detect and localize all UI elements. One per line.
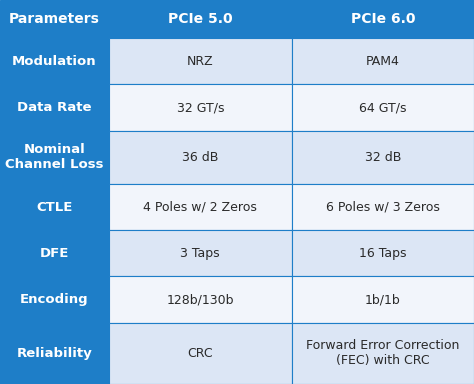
Bar: [109, 323, 292, 384]
Text: 4 Poles w/ 2 Zeros: 4 Poles w/ 2 Zeros: [143, 201, 257, 214]
Text: Modulation: Modulation: [12, 55, 97, 68]
Text: Data Rate: Data Rate: [17, 101, 92, 114]
Text: NRZ: NRZ: [187, 55, 214, 68]
Bar: [109, 131, 292, 184]
Bar: [292, 323, 474, 384]
Text: 36 dB: 36 dB: [182, 151, 219, 164]
Text: CRC: CRC: [187, 347, 213, 360]
Bar: [0, 84, 109, 131]
Bar: [109, 230, 292, 276]
Text: 32 GT/s: 32 GT/s: [176, 101, 224, 114]
Text: 6 Poles w/ 3 Zeros: 6 Poles w/ 3 Zeros: [326, 201, 440, 214]
Bar: [292, 0, 474, 38]
Bar: [109, 0, 292, 38]
Bar: [109, 276, 292, 323]
Text: Reliability: Reliability: [17, 347, 92, 360]
Text: 3 Taps: 3 Taps: [181, 247, 220, 260]
Bar: [0, 0, 109, 38]
Text: 64 GT/s: 64 GT/s: [359, 101, 407, 114]
Text: PAM4: PAM4: [366, 55, 400, 68]
Bar: [292, 38, 474, 84]
Bar: [292, 131, 474, 184]
Bar: [292, 184, 474, 230]
Text: 16 Taps: 16 Taps: [359, 247, 407, 260]
Bar: [0, 131, 109, 184]
Text: 32 dB: 32 dB: [365, 151, 401, 164]
Text: 1b/1b: 1b/1b: [365, 293, 401, 306]
Bar: [109, 184, 292, 230]
Text: Encoding: Encoding: [20, 293, 89, 306]
Bar: [292, 230, 474, 276]
Text: Parameters: Parameters: [9, 12, 100, 26]
Text: 128b/130b: 128b/130b: [166, 293, 234, 306]
Text: Forward Error Correction
(FEC) with CRC: Forward Error Correction (FEC) with CRC: [306, 339, 459, 367]
Bar: [0, 230, 109, 276]
Text: DFE: DFE: [40, 247, 69, 260]
Bar: [0, 184, 109, 230]
Bar: [292, 84, 474, 131]
Text: PCIe 5.0: PCIe 5.0: [168, 12, 233, 26]
Bar: [109, 38, 292, 84]
Bar: [0, 276, 109, 323]
Bar: [109, 84, 292, 131]
Bar: [0, 323, 109, 384]
Text: PCIe 6.0: PCIe 6.0: [350, 12, 415, 26]
Text: CTLE: CTLE: [36, 201, 73, 214]
Bar: [0, 38, 109, 84]
Bar: [292, 276, 474, 323]
Text: Nominal
Channel Loss: Nominal Channel Loss: [5, 144, 104, 171]
